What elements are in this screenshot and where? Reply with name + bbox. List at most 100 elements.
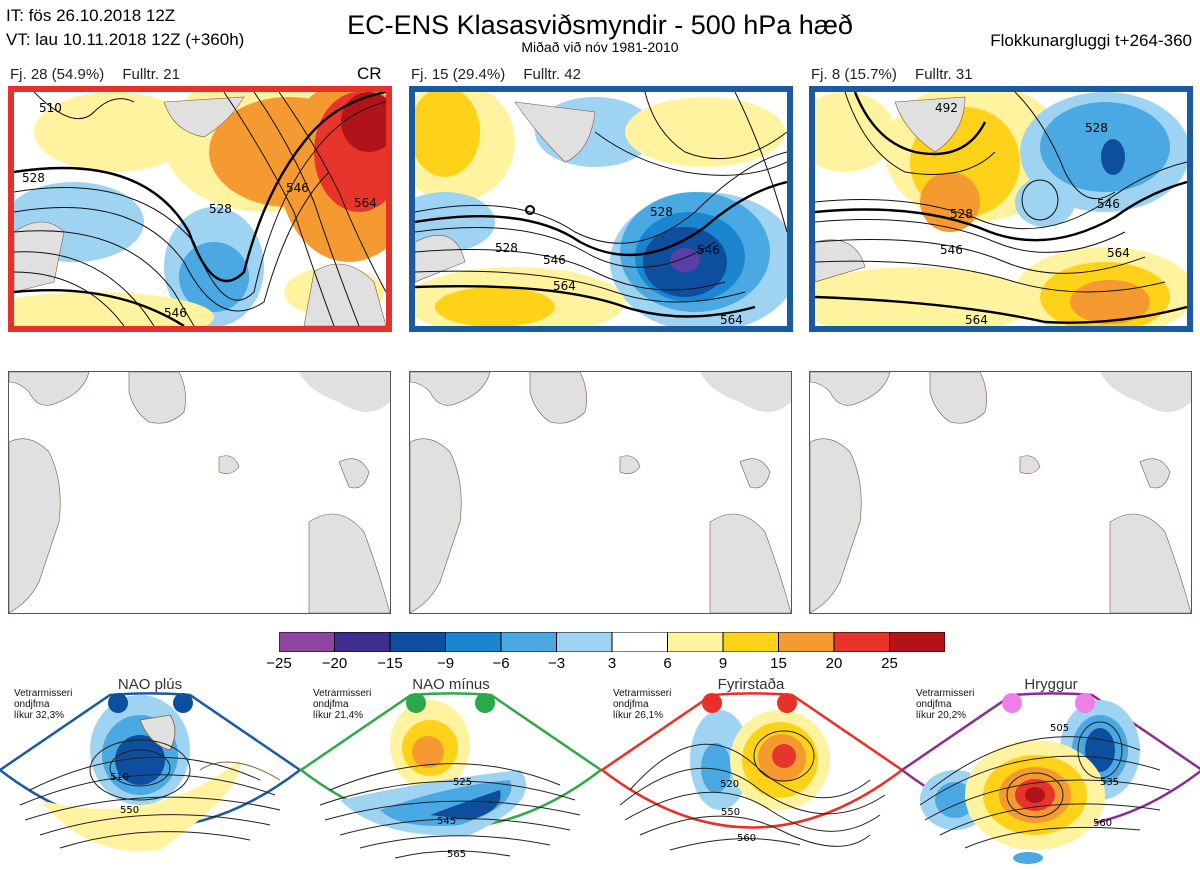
cluster-3-contour-label: 528 (1085, 121, 1108, 135)
regime-1-contour-label: 550 (120, 805, 139, 816)
cluster-3-contour-label: 564 (1107, 246, 1130, 260)
cluster-2-contour-label: 528 (650, 205, 673, 219)
cluster-3-label: Fj. 8 (15.7%) Fulltr. 31 (811, 66, 987, 83)
colorbar-segment (833, 632, 890, 652)
cluster-2-contour-label: 546 (543, 253, 566, 267)
colorbar-tick-label: −6 (492, 655, 510, 672)
coastline-map-2 (409, 371, 792, 614)
regime-2-contour-label: 525 (453, 777, 472, 788)
colorbar-segment (722, 632, 779, 652)
page-subtitle: Miðað við nóv 1981-2010 (521, 39, 679, 55)
colorbar-tick-label: 6 (663, 655, 672, 672)
regime-3-note-line2: ondjfma (613, 699, 649, 710)
regime-3-contour-label: 520 (720, 779, 739, 790)
empty-map-3 (809, 371, 1192, 614)
empty-map-2 (409, 371, 792, 614)
cluster-1-contour-label: 564 (354, 196, 377, 210)
cluster-3-map: 528 546 564 528 546 492 564 (809, 86, 1193, 332)
colorbar-segment (445, 632, 502, 652)
regime-1-note-line1: Vetrarmisseri (14, 688, 73, 699)
cluster-3-contour-label: 564 (965, 313, 988, 326)
regime-3-contour-label: 560 (737, 833, 756, 844)
header-times: IT: fös 26.10.2018 12Z VT: lau 10.11.201… (6, 4, 244, 52)
regime-2-note-line2: ondjfma (313, 699, 349, 710)
page-title: EC-ENS Klasasviðsmyndir - 500 hPa hæð (347, 10, 853, 40)
regime-4-note-line1: Vetrarmisseri (916, 688, 975, 699)
cluster-2-contour-label: 564 (720, 313, 743, 326)
coastline-map-1 (8, 371, 391, 614)
cluster-2-anomaly-map: 528 546 564 528 546 564 (415, 92, 787, 326)
cluster-1-map: 510 528 546 564 546 528 (8, 86, 392, 332)
regime-2-contour-label: 565 (447, 849, 466, 860)
cluster-3-contour-label: 492 (935, 101, 958, 115)
cluster-1-members: Fj. 28 (54.9%) (10, 66, 105, 83)
colorbar-tick-label: −3 (547, 655, 566, 672)
cluster-3-contour-label: 546 (1097, 197, 1120, 211)
cluster-2-contour-label: 546 (697, 243, 720, 257)
cluster-1-contour-label: 528 (209, 202, 232, 216)
regime-4-contour-label: 560 (1093, 818, 1112, 829)
regime-4-title: Hryggur (1024, 676, 1078, 693)
regime-4-note-line3: líkur 20,2% (916, 710, 967, 721)
empty-map-1 (8, 371, 391, 614)
colorbar-tick-label: 15 (770, 655, 787, 672)
cluster-1-tag: CR (357, 64, 382, 83)
colorbar-segment (889, 632, 945, 652)
valid-time: VT: lau 10.11.2018 12Z (+360h) (6, 30, 245, 49)
cluster-2-contour-label: 564 (553, 279, 576, 293)
cluster-2-representative: Fulltr. 42 (523, 66, 581, 83)
regime-1-note-line3: líkur 32,3% (14, 710, 65, 721)
regime-3-note-line3: líkur 26,1% (613, 710, 664, 721)
colorbar-tick-label: 20 (825, 655, 843, 672)
colorbar-segment (500, 632, 557, 652)
regime-1-note-line2: ondjfma (14, 699, 50, 710)
regime-4-note-line2: ondjfma (916, 699, 952, 710)
cluster-3-representative: Fulltr. 31 (915, 66, 973, 83)
colorbar-tick-label: −15 (377, 655, 403, 672)
colorbar-segment (334, 632, 391, 652)
coastline-map-3 (809, 371, 1192, 614)
cluster-1-contour-label: 546 (286, 181, 309, 195)
cluster-3-contour-label: 528 (950, 207, 973, 221)
regime-1-map: 510 550 (0, 692, 303, 852)
colorbar (279, 632, 945, 652)
regime-2-map: 525 545 565 (298, 692, 604, 860)
cluster-1-label: Fj. 28 (54.9%) Fulltr. 21 (10, 66, 194, 83)
colorbar-tick-label: 25 (881, 655, 898, 672)
cluster-1-contour-label: 528 (22, 171, 45, 185)
cluster-2-contour-label: 528 (495, 241, 518, 255)
colorbar-segment (667, 632, 724, 652)
colorbar-segment (279, 632, 335, 652)
colorbar-tick-label: 9 (718, 655, 728, 672)
regime-4-note: Vetrarmisseri ondjfma líkur 20,2% (916, 688, 974, 721)
colorbar-tick-label: 3 (607, 655, 617, 672)
cluster-3-anomaly-map: 528 546 564 528 546 492 564 (815, 92, 1187, 326)
cluster-1-representative: Fulltr. 21 (122, 66, 180, 83)
regime-2-contour-label: 545 (437, 816, 456, 827)
cluster-2-map: 528 546 564 528 546 564 (409, 86, 793, 332)
colorbar-tick-label: −20 (321, 655, 348, 672)
colorbar-segment (778, 632, 835, 652)
cluster-1-anomaly-map: 510 528 546 564 546 528 (14, 92, 386, 326)
colorbar-tick-label: −9 (436, 655, 455, 672)
cluster-3-contour-label: 546 (940, 243, 963, 257)
regime-2-note-line1: Vetrarmisseri (313, 688, 372, 699)
cluster-2-label: Fj. 15 (29.4%) Fulltr. 42 (411, 66, 595, 83)
regime-4-contour-label: 505 (1050, 723, 1069, 734)
regime-3-map: 520 550 560 (599, 692, 905, 851)
cluster-2-members: Fj. 15 (29.4%) (411, 66, 506, 83)
regime-3-title: Fyrirstaða (717, 676, 785, 693)
cluster-1-contour-label: 546 (164, 306, 187, 320)
regime-1-title: NAO plús (117, 676, 183, 693)
colorbar-segment (611, 632, 668, 652)
colorbar-segment (556, 632, 613, 652)
cluster-1-contour-label: 510 (39, 101, 62, 115)
regime-4-map: 505 535 560 (899, 692, 1200, 864)
regime-2-title: NAO mínus (412, 676, 490, 693)
cluster-3-members: Fj. 8 (15.7%) (811, 66, 897, 83)
regime-1-contour-label: 510 (110, 772, 129, 783)
regime-1-note: Vetrarmisseri ondjfma líkur 32,3% (14, 688, 72, 721)
regime-2-note: Vetrarmisseri ondjfma líkur 21,4% (313, 688, 371, 721)
regime-3-contour-label: 550 (721, 807, 740, 818)
regime-4-contour-label: 535 (1100, 777, 1119, 788)
